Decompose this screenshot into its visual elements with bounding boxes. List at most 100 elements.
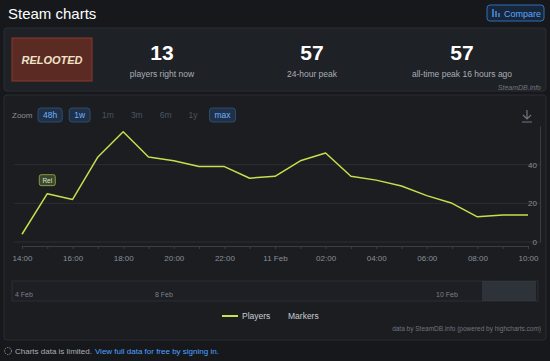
- zoom-button[interactable]: 3m: [126, 108, 148, 122]
- x-tick: [47, 246, 48, 249]
- y-tick: 20: [528, 199, 540, 208]
- zoom-button-box[interactable]: [126, 108, 148, 122]
- source-label: SteamDB.info: [498, 84, 541, 91]
- stat-label: players right now: [130, 69, 195, 79]
- navigator-label: 8 Feb: [155, 291, 173, 298]
- stat-value: 13: [150, 41, 173, 64]
- x-tick-mark: [174, 246, 175, 249]
- game-thumbnail-text: RELOOTED: [21, 54, 82, 66]
- download-icon[interactable]: [522, 110, 532, 122]
- x-tick: 18:00: [114, 246, 135, 263]
- zoom-button[interactable]: 1y: [184, 108, 203, 122]
- x-tick: [149, 246, 150, 249]
- stat-value: 57: [300, 41, 323, 64]
- x-tick: 10:00: [518, 246, 539, 263]
- x-tick-mark: [123, 246, 124, 249]
- zoom-button-label[interactable]: 48h: [43, 110, 57, 120]
- compare-label[interactable]: Compare: [504, 9, 541, 19]
- x-axis-line: [23, 247, 529, 250]
- series-line: [22, 132, 528, 234]
- zoom-button-box[interactable]: [69, 108, 90, 122]
- x-tick-mark: [275, 246, 276, 249]
- y-axis: 0 20 40: [528, 127, 540, 248]
- zoom-button-label[interactable]: 6m: [160, 110, 172, 120]
- compare-icon[interactable]: [493, 9, 499, 17]
- x-tick: 08:00: [468, 246, 489, 263]
- compare-button[interactable]: Compare: [487, 5, 544, 21]
- zoom-button-label[interactable]: max: [214, 110, 231, 120]
- zoom-button-box[interactable]: [97, 108, 119, 122]
- screenshot: Steam chartsCompareRELOOTED13players rig…: [0, 0, 550, 361]
- plot-area: [22, 132, 528, 234]
- zoom-button[interactable]: 1m: [97, 108, 119, 122]
- x-tick-mark: [47, 246, 48, 249]
- zoom-button-label[interactable]: 1w: [74, 110, 86, 120]
- zoom-button-label[interactable]: 1y: [189, 110, 199, 120]
- annotation-flag: Rel: [39, 175, 55, 186]
- x-tick: [402, 246, 403, 249]
- footer-note: Charts data is limited.: [15, 347, 92, 356]
- footer-link[interactable]: View full data for free by signing in.: [95, 347, 219, 356]
- stat-value: 57: [450, 41, 473, 64]
- y-tick-label: 0: [533, 238, 538, 247]
- grid: [14, 165, 540, 242]
- chart-panel: [4, 95, 546, 340]
- credit: data by SteamDB.info (powered by highcha…: [392, 325, 541, 333]
- x-tick: 06:00: [417, 246, 438, 263]
- x-tick-mark: [149, 246, 150, 249]
- x-tick: [452, 246, 453, 249]
- zoom-button[interactable]: 6m: [155, 108, 177, 122]
- y-tick: 0: [533, 238, 540, 247]
- x-tick: [503, 246, 504, 249]
- legend-swatch: [222, 315, 238, 317]
- x-tick-mark: [300, 246, 301, 249]
- zoom-button-box[interactable]: [38, 108, 62, 122]
- compare-box[interactable]: [487, 5, 544, 21]
- zoom-button-box[interactable]: [155, 108, 177, 122]
- x-tick-mark: [326, 246, 327, 249]
- x-tick-mark: [73, 246, 74, 249]
- y-tick-label: 40: [528, 161, 537, 170]
- x-tick-mark: [402, 246, 403, 249]
- x-tick: 14:00: [12, 246, 33, 263]
- download-button[interactable]: [522, 110, 532, 122]
- annotation-box: [39, 175, 55, 186]
- x-tick-label: 02:00: [316, 254, 337, 263]
- x-tick: 22:00: [215, 246, 236, 263]
- game-thumbnail-border: [12, 38, 92, 81]
- x-tick: [250, 246, 251, 249]
- x-tick: 16:00: [63, 246, 84, 263]
- annotation-text: Rel: [42, 177, 52, 184]
- x-tick: 04:00: [367, 246, 388, 263]
- zoom-button-label[interactable]: 3m: [131, 110, 143, 120]
- navigator: [12, 281, 538, 301]
- zoom-button[interactable]: 1w: [69, 108, 90, 122]
- zoom-button-box[interactable]: [209, 108, 235, 122]
- x-tick-mark: [477, 246, 478, 249]
- x-tick: [199, 246, 200, 249]
- x-tick-mark: [98, 246, 99, 249]
- navigator-label: 10 Feb: [436, 291, 458, 298]
- x-tick-mark: [351, 246, 352, 249]
- grid-line: [14, 203, 540, 204]
- x-tick: 02:00: [316, 246, 337, 263]
- stat-label: all-time peak 16 hours ago: [412, 69, 512, 79]
- footer-icon: [5, 348, 12, 355]
- navigator-window: [482, 281, 536, 301]
- x-tick-label: 18:00: [114, 254, 135, 263]
- zoom-button[interactable]: 48h: [38, 108, 62, 122]
- zoom-button-label[interactable]: 1m: [102, 110, 114, 120]
- x-tick-mark: [224, 246, 225, 249]
- zoom-button[interactable]: max: [209, 108, 235, 122]
- x-tick-mark: [376, 246, 377, 249]
- x-tick: [300, 246, 301, 249]
- x-tick-label: 04:00: [367, 254, 388, 263]
- stat-label: 24-hour peak: [287, 69, 338, 79]
- x-tick-label: 10:00: [518, 254, 539, 263]
- y-tick-label: 20: [528, 199, 537, 208]
- x-axis: 14:0016:0018:0020:0022:0011 Feb02:0004:0…: [12, 246, 539, 263]
- grid-line: [14, 242, 540, 243]
- zoom-button-box[interactable]: [184, 108, 203, 122]
- x-tick: 20:00: [164, 246, 185, 263]
- x-tick-mark: [452, 246, 453, 249]
